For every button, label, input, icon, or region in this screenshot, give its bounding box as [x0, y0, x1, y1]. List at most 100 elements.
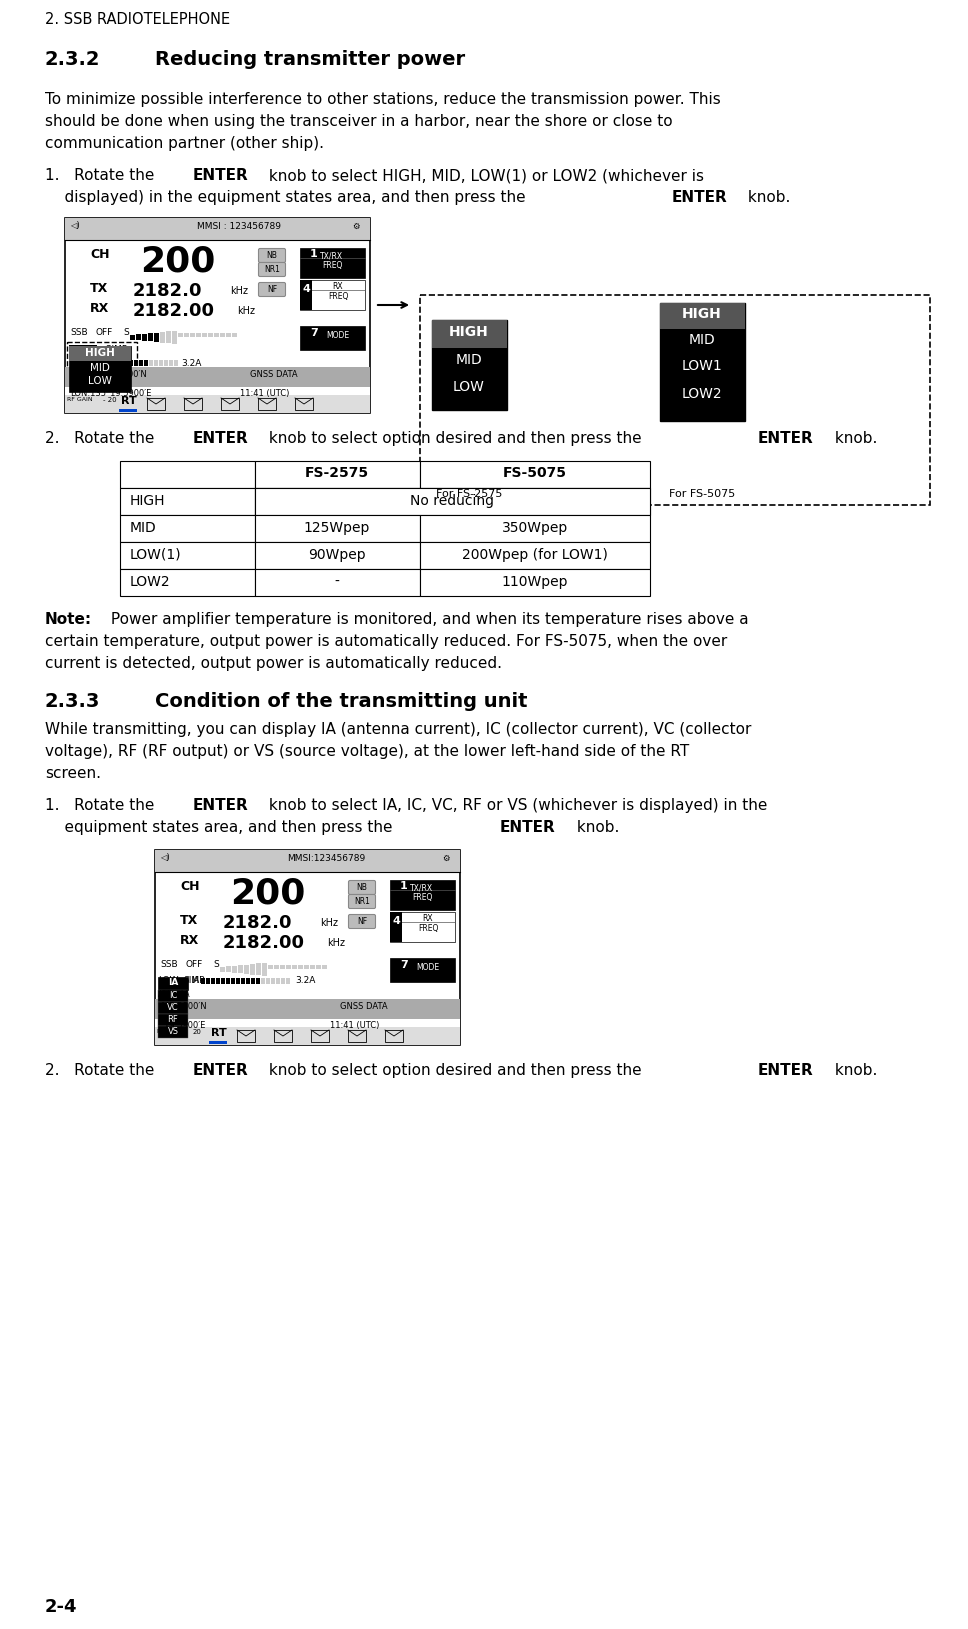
Bar — [148, 332, 153, 340]
Bar — [65, 388, 370, 406]
Bar — [164, 360, 168, 367]
Bar — [244, 964, 249, 974]
Bar — [94, 360, 98, 367]
Text: 1: 1 — [310, 249, 318, 259]
Text: MID: MID — [130, 521, 157, 534]
Bar — [390, 958, 455, 982]
Text: 7: 7 — [310, 327, 318, 337]
Text: 1: 1 — [400, 881, 408, 891]
Text: knob to select option desired and then press the: knob to select option desired and then p… — [264, 432, 647, 446]
Bar — [255, 489, 420, 515]
Bar — [246, 977, 250, 984]
Text: 4: 4 — [392, 915, 400, 925]
Text: °42.2800′N: °42.2800′N — [160, 1002, 206, 1012]
Bar — [104, 360, 108, 367]
Bar — [158, 1002, 188, 1013]
Bar — [120, 542, 255, 569]
Bar — [139, 360, 143, 367]
Bar — [241, 977, 245, 984]
Bar — [262, 963, 267, 976]
Bar — [432, 319, 507, 411]
FancyBboxPatch shape — [348, 881, 376, 894]
Text: TX: TX — [90, 282, 108, 295]
Text: CH: CH — [90, 248, 109, 261]
Text: NB: NB — [356, 883, 368, 891]
Text: RT: RT — [121, 396, 136, 406]
Text: kHz: kHz — [237, 306, 255, 316]
Bar — [261, 977, 265, 984]
Text: HIGH: HIGH — [682, 306, 722, 321]
Text: Power amplifier temperature is monitored, and when its temperature rises above a: Power amplifier temperature is monitored… — [106, 613, 748, 627]
Bar — [166, 331, 171, 344]
Text: 1.   Rotate the: 1. Rotate the — [45, 798, 160, 813]
Text: ⚙: ⚙ — [442, 854, 449, 863]
Text: 11:41 (UTC): 11:41 (UTC) — [330, 1021, 379, 1030]
Text: LOW: LOW — [88, 376, 112, 386]
Bar — [65, 367, 370, 388]
Text: RF GAIN: RF GAIN — [67, 397, 93, 402]
Text: 125Wpep: 125Wpep — [304, 521, 370, 534]
Bar — [114, 360, 118, 367]
Bar — [79, 360, 83, 367]
Text: current is detected, output power is automatically reduced.: current is detected, output power is aut… — [45, 656, 502, 671]
Bar — [120, 489, 255, 515]
Bar — [155, 1020, 460, 1038]
Bar — [65, 394, 370, 414]
Bar — [119, 409, 137, 412]
Bar — [89, 360, 93, 367]
Bar — [420, 569, 650, 596]
Text: NR1: NR1 — [354, 896, 370, 906]
Text: 2182.00: 2182.00 — [223, 933, 305, 951]
Text: CH: CH — [180, 880, 199, 893]
Text: voltage), RF (RF output) or VS (source voltage), at the lower left-hand side of : voltage), RF (RF output) or VS (source v… — [45, 744, 689, 759]
Text: LOW1: LOW1 — [681, 358, 722, 373]
Bar — [184, 332, 189, 337]
Text: IC: IC — [168, 990, 177, 1000]
Text: 2182.0: 2182.0 — [133, 282, 202, 300]
Text: should be done when using the transceiver in a harbor, near the shore or close t: should be done when using the transceive… — [45, 114, 673, 129]
Bar — [295, 397, 313, 411]
Bar — [286, 977, 290, 984]
Text: OFF: OFF — [95, 327, 112, 337]
Text: SIMP: SIMP — [183, 976, 204, 986]
Bar — [300, 280, 365, 310]
Text: RT: RT — [211, 1028, 227, 1038]
FancyBboxPatch shape — [258, 262, 286, 277]
Text: S: S — [213, 959, 219, 969]
Bar — [310, 964, 315, 969]
Bar — [266, 977, 270, 984]
Bar — [211, 977, 215, 984]
Bar — [69, 345, 131, 393]
Bar — [660, 303, 745, 329]
Bar — [256, 977, 260, 984]
Bar — [304, 964, 309, 969]
Text: FREQ: FREQ — [411, 893, 432, 902]
Text: kHz: kHz — [320, 919, 338, 929]
Bar — [281, 977, 285, 984]
Bar — [120, 515, 255, 542]
Bar — [385, 1030, 403, 1043]
Text: GNSS DATA: GNSS DATA — [340, 1002, 387, 1012]
Text: °19.5900′E: °19.5900′E — [160, 1021, 205, 1030]
Bar — [154, 360, 158, 367]
Text: MODE: MODE — [326, 331, 349, 340]
Bar — [147, 397, 165, 411]
Text: 3.2A: 3.2A — [181, 358, 201, 368]
Text: ENTER: ENTER — [499, 819, 556, 836]
Text: SSB: SSB — [70, 327, 88, 337]
Text: For FS-5075: For FS-5075 — [669, 489, 735, 498]
Text: To minimize possible interference to other stations, reduce the transmission pow: To minimize possible interference to oth… — [45, 91, 721, 108]
Text: 3.2A: 3.2A — [295, 976, 316, 986]
Bar — [174, 360, 178, 367]
Text: TX/RX: TX/RX — [320, 251, 344, 261]
Text: ENTER: ENTER — [193, 432, 248, 446]
Text: S: S — [123, 327, 129, 337]
Bar — [420, 542, 650, 569]
Text: VS: VS — [167, 1026, 178, 1036]
Bar — [255, 515, 420, 542]
Text: ENTER: ENTER — [758, 432, 814, 446]
Bar — [390, 912, 402, 942]
Text: - 20: - 20 — [103, 397, 116, 402]
Bar — [268, 964, 273, 969]
Text: NF: NF — [357, 917, 367, 925]
